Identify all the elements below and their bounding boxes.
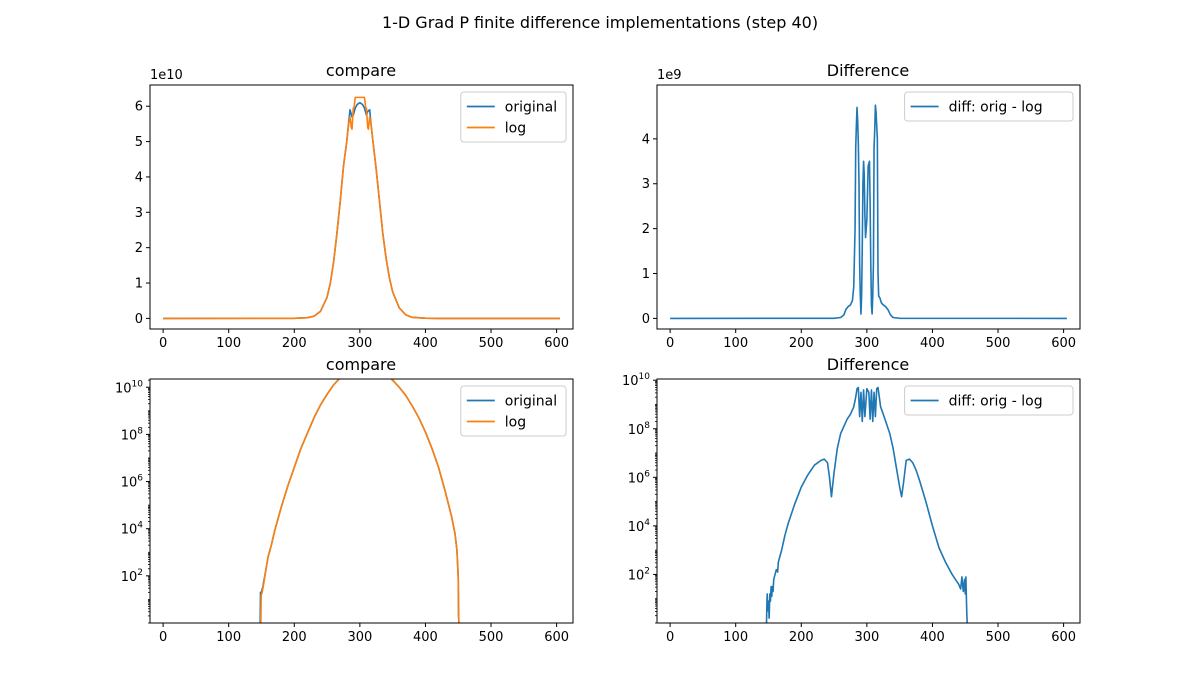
legend-label: original (505, 394, 557, 410)
x-tick-label: 200 (789, 630, 814, 645)
series-line-diff-orig-log (670, 104, 1067, 320)
x-tick-label: 0 (159, 630, 167, 645)
y-tick-label: 3 (642, 177, 650, 192)
x-tick-label: 0 (666, 336, 674, 351)
subplot-title: compare (326, 355, 396, 374)
x-tick-label: 0 (666, 630, 674, 645)
y-tick-label: 102 (628, 566, 650, 583)
y-tick-label: 0 (135, 312, 143, 327)
x-tick-label: 400 (413, 630, 438, 645)
y-tick-label: 5 (135, 135, 143, 150)
legend-box (460, 385, 567, 437)
legend-label: log (505, 415, 526, 431)
subplot-log-compare: compare (326, 355, 396, 374)
figure-suptitle: 1-D Grad P finite difference implementat… (382, 13, 818, 32)
y-tick-label: 106 (628, 469, 651, 486)
y-tick-label: 104 (121, 521, 144, 538)
legend-label: log (505, 121, 526, 137)
x-tick-label: 600 (544, 336, 569, 351)
axes-log-difference: 0 100 200 300 400 500 600 102 104 106 108 1010 diff:… (622, 372, 1081, 645)
x-tick-label: 100 (216, 336, 241, 351)
x-tick-label: 0 (159, 336, 167, 351)
x-tick-label: 600 (544, 630, 569, 645)
legend-box (904, 385, 1074, 416)
y-tick-label: 1010 (622, 372, 650, 389)
legend-box (904, 91, 1074, 122)
y-tick-label: 2 (135, 241, 143, 256)
subplot-linear-compare: compare 1e10 (150, 61, 396, 83)
y-tick-label: 1010 (115, 379, 143, 396)
y-tick-label: 4 (642, 132, 650, 147)
axes-log-compare: 0 100 200 300 400 500 600 102 104 106 108 1010 origi… (115, 378, 574, 645)
legend-label: diff: orig - log (949, 394, 1043, 410)
x-tick-label: 600 (1051, 336, 1076, 351)
y-tick-label: 2 (642, 222, 650, 237)
x-tick-label: 400 (920, 336, 945, 351)
legend-label: diff: orig - log (949, 100, 1043, 116)
y-tick-label: 102 (121, 568, 143, 585)
series-line-diff-orig-log (765, 386, 968, 623)
x-tick-label: 200 (789, 336, 814, 351)
y-tick-label: 108 (628, 421, 651, 438)
x-tick-label: 100 (723, 336, 748, 351)
legend: original log (460, 385, 567, 437)
legend: diff: orig - log (904, 91, 1074, 122)
x-tick-label: 400 (920, 630, 945, 645)
x-tick-label: 300 (854, 630, 879, 645)
y-tick-label: 3 (135, 206, 143, 221)
axes-frame (149, 84, 574, 330)
x-tick-label: 400 (413, 336, 438, 351)
y-tick-label: 106 (121, 474, 144, 491)
legend: diff: orig - log (904, 385, 1074, 416)
subplot-title: compare (326, 61, 396, 80)
axes-frame (656, 84, 1081, 330)
y-offset-label: 1e9 (657, 68, 682, 83)
x-tick-label: 300 (854, 336, 879, 351)
y-tick-label: 1 (642, 267, 650, 282)
y-tick-label: 108 (121, 426, 144, 443)
axes-linear-compare: 0 100 200 300 400 500 600 0 1 2 3 4 5 6 original log (135, 84, 574, 351)
legend-label: original (505, 100, 557, 116)
x-tick-label: 500 (479, 336, 504, 351)
axes-frame (656, 378, 1081, 624)
axes-linear-difference: 0 100 200 300 400 500 600 0 1 2 3 4 diff: orig - log (642, 84, 1081, 351)
x-tick-label: 100 (216, 630, 241, 645)
x-tick-label: 100 (723, 630, 748, 645)
x-tick-label: 500 (986, 630, 1011, 645)
x-tick-label: 300 (347, 630, 372, 645)
subplot-linear-difference: Difference 1e9 (657, 61, 909, 83)
y-tick-label: 0 (642, 312, 650, 327)
x-tick-label: 200 (282, 630, 307, 645)
series-line-log (260, 379, 460, 623)
legend-box (460, 91, 567, 143)
y-tick-label: 4 (135, 170, 143, 185)
y-tick-label: 104 (628, 518, 651, 535)
y-tick-label: 6 (135, 100, 143, 115)
x-tick-label: 500 (986, 336, 1011, 351)
y-tick-label: 1 (135, 277, 143, 292)
x-tick-label: 200 (282, 336, 307, 351)
legend: original log (460, 91, 567, 143)
x-tick-label: 300 (347, 336, 372, 351)
subplot-title: Difference (827, 355, 909, 374)
x-tick-label: 500 (479, 630, 504, 645)
x-tick-label: 600 (1051, 630, 1076, 645)
subplot-title: Difference (827, 61, 909, 80)
series-line-log (163, 96, 560, 320)
axes-frame (149, 378, 574, 624)
y-offset-label: 1e10 (150, 68, 183, 83)
subplot-log-difference: Difference (827, 355, 909, 374)
